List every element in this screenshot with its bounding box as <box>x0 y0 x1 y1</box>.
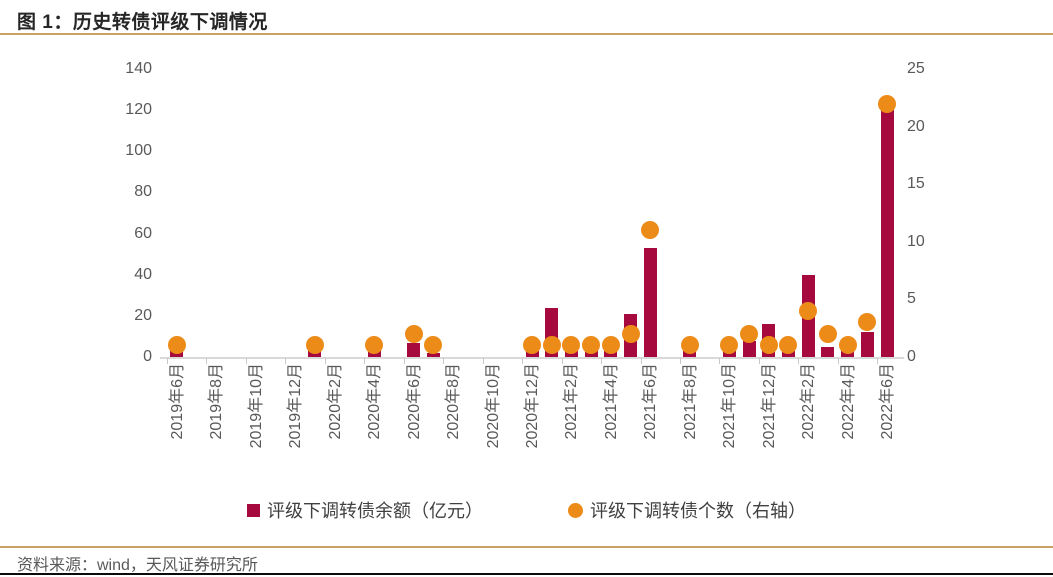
x-tick-mark <box>364 358 366 364</box>
legend-item-count: 评级下调转债个数（右轴） <box>568 497 806 523</box>
x-tick-label: 2022年2月 <box>800 363 818 440</box>
x-tick-label: 2019年10月 <box>247 363 265 449</box>
balance-bar <box>426 352 440 357</box>
balance-bar <box>407 342 421 357</box>
bar-swatch-icon <box>247 503 260 517</box>
x-tick-mark <box>679 358 681 364</box>
x-tick-mark <box>561 358 563 364</box>
legend-item-balance: 评级下调转债余额（亿元） <box>247 497 483 523</box>
x-tick-label: 2022年6月 <box>879 363 897 440</box>
count-dot <box>759 336 778 355</box>
left-axis-tick-label: 100 <box>125 142 152 160</box>
x-tick-mark <box>837 358 839 364</box>
x-tick-mark <box>640 358 642 364</box>
count-dot <box>582 336 601 355</box>
balance-bar <box>880 103 894 357</box>
right-axis-tick-label: 20 <box>907 117 925 135</box>
left-axis-tick-label: 120 <box>125 101 152 119</box>
right-axis-tick-label: 5 <box>907 290 916 308</box>
count-dot <box>720 336 739 355</box>
count-dot <box>542 336 561 355</box>
count-dot <box>523 336 541 355</box>
left-axis-tick-label: 40 <box>134 265 152 283</box>
legend-label-count: 评级下调转债个数（右轴） <box>590 501 806 521</box>
x-tick-mark <box>403 358 405 364</box>
x-tick-mark <box>719 358 721 364</box>
x-tick-mark <box>798 358 800 364</box>
left-axis-tick-label: 140 <box>125 60 152 77</box>
source-note: 资料来源：wind，天风证券研究所 <box>17 557 258 574</box>
count-dot <box>404 324 423 343</box>
x-tick-mark <box>285 358 287 364</box>
count-dot <box>858 313 877 332</box>
count-dot <box>167 336 186 355</box>
x-tick-mark <box>324 358 326 364</box>
count-dot <box>641 221 660 240</box>
x-tick-mark <box>482 358 484 364</box>
left-axis-tick-label: 60 <box>134 224 152 242</box>
x-tick-label: 2019年8月 <box>208 363 226 440</box>
balance-bar <box>742 340 756 357</box>
x-tick-label: 2021年10月 <box>721 363 739 449</box>
x-tick-label: 2020年2月 <box>326 363 344 440</box>
x-tick-label: 2021年6月 <box>642 363 660 440</box>
count-dot <box>818 324 837 343</box>
left-axis-tick-label: 80 <box>134 183 152 201</box>
legend-label-balance: 评级下调转债余额（亿元） <box>267 501 483 521</box>
x-tick-mark <box>758 358 760 364</box>
right-axis-tick-label: 15 <box>907 175 925 193</box>
count-dot <box>562 336 581 355</box>
x-tick-label: 2021年4月 <box>602 363 620 440</box>
count-dot <box>680 336 699 355</box>
x-tick-mark <box>167 358 168 364</box>
x-tick-mark <box>206 358 208 364</box>
title-underline <box>0 33 1053 35</box>
x-tick-label: 2021年8月 <box>681 363 699 440</box>
count-dot <box>878 94 897 113</box>
x-tick-mark <box>522 358 524 364</box>
chart-legend: 评级下调转债余额（亿元） 评级下调转债个数（右轴） <box>0 497 1053 523</box>
count-dot <box>365 336 384 355</box>
bottom-border <box>0 573 1053 575</box>
x-tick-label: 2020年8月 <box>445 363 463 440</box>
count-dot <box>621 324 640 343</box>
count-dot <box>779 336 798 355</box>
footer-divider <box>0 546 1053 548</box>
x-tick-label: 2022年4月 <box>839 363 857 440</box>
count-dot <box>740 324 759 343</box>
x-tick-label: 2020年12月 <box>524 363 541 449</box>
balance-bar <box>860 332 874 357</box>
right-axis-tick-label: 0 <box>907 348 916 365</box>
left-axis-tick-label: 20 <box>134 306 152 324</box>
dot-swatch-icon <box>568 502 583 518</box>
x-tick-label: 2021年12月 <box>760 363 778 449</box>
left-axis-tick-label: 0 <box>143 348 152 365</box>
balance-bar <box>821 346 835 357</box>
count-dot <box>799 301 818 320</box>
x-axis-line <box>160 357 904 359</box>
x-tick-mark <box>601 358 603 364</box>
x-tick-label: 2020年4月 <box>366 363 384 440</box>
x-tick-label: 2019年12月 <box>287 363 305 449</box>
figure-title: 图 1：历史转债评级下调情况 <box>17 12 268 33</box>
x-tick-label: 2020年6月 <box>405 363 423 440</box>
right-axis-tick-label: 10 <box>907 232 925 250</box>
count-dot <box>305 336 324 355</box>
count-dot <box>424 336 443 355</box>
right-axis-tick-label: 25 <box>907 60 925 77</box>
x-tick-label: 2021年2月 <box>563 363 581 440</box>
x-tick-mark <box>245 358 247 364</box>
x-tick-mark <box>877 358 879 364</box>
x-tick-label: 2020年10月 <box>484 363 502 449</box>
balance-bar <box>643 247 657 357</box>
count-dot <box>838 336 857 355</box>
count-dot <box>601 336 620 355</box>
x-tick-label: 2019年6月 <box>168 363 186 440</box>
x-tick-mark <box>443 358 445 364</box>
